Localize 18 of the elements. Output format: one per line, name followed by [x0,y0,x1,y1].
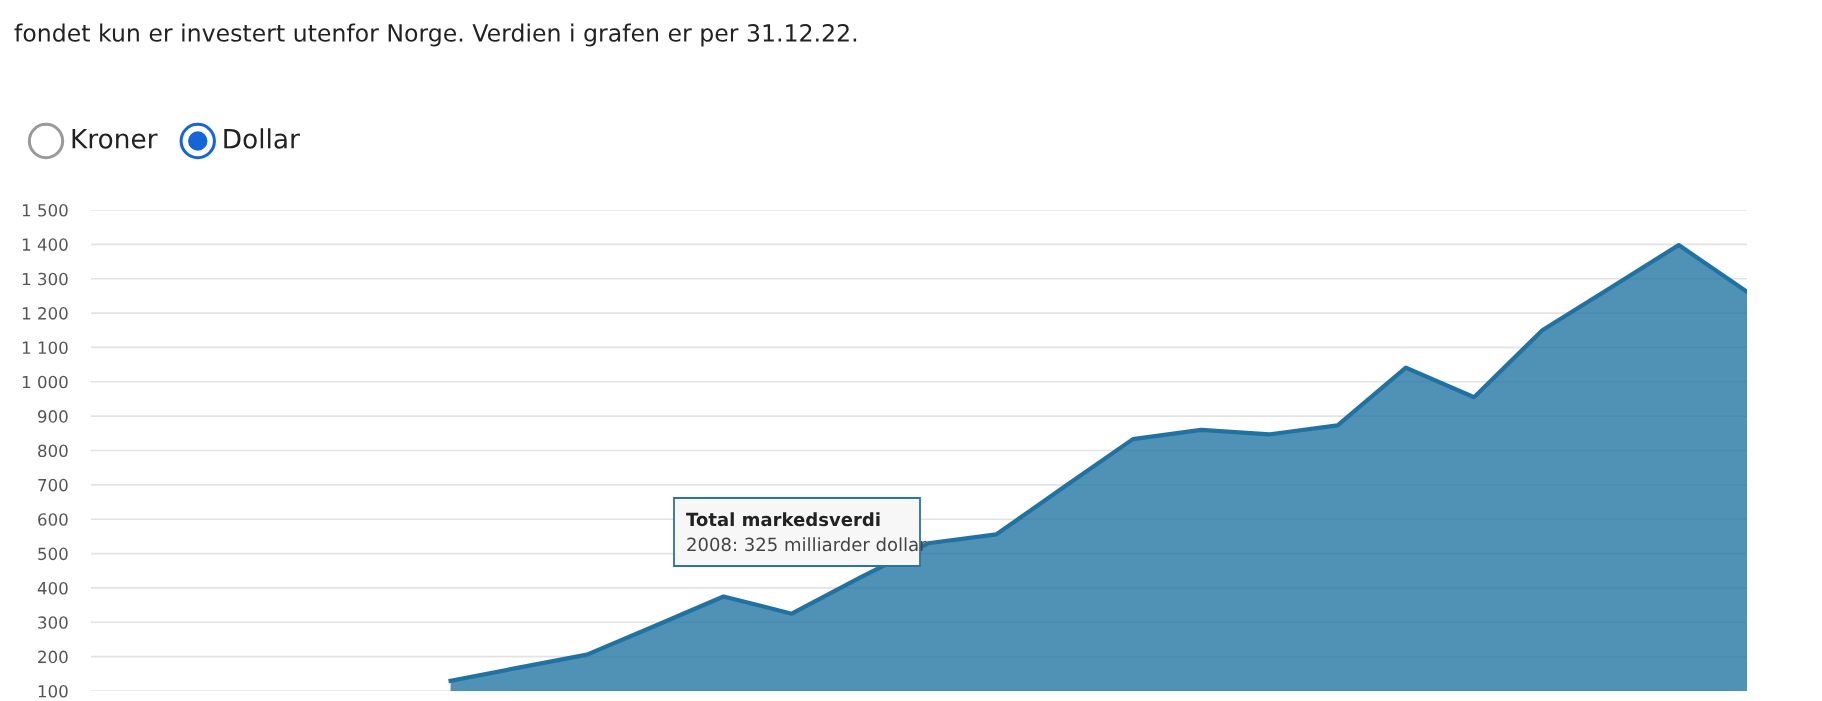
text: Kroner [72,129,158,149]
y-tick-label: 900 [38,410,68,423]
chart-subtitle: fondet kun er investert utenfor Norge. Verdien i grafen er per 31.12.22. [14,23,857,47]
y-tick-label: 1 200 [22,307,68,320]
y-tick-label: 100 [38,684,68,698]
y-tick-label: 600 [38,513,68,526]
text: Dollar [224,128,300,149]
y-tick-label: 1 000 [22,375,68,389]
y-tick-label: 200 [38,650,68,664]
y-tick-label: 1 500 [22,203,68,217]
y-tick-label: 300 [38,616,68,629]
y-tick-label: 800 [38,444,68,458]
y-tick-label: 700 [38,478,68,492]
y-tick-label: 1 400 [22,238,68,251]
y-tick-label: 500 [38,547,68,561]
y-tick-label: 1 300 [22,272,68,286]
y-tick-label: 1 100 [22,341,68,354]
y-tick-label: 400 [37,581,68,595]
